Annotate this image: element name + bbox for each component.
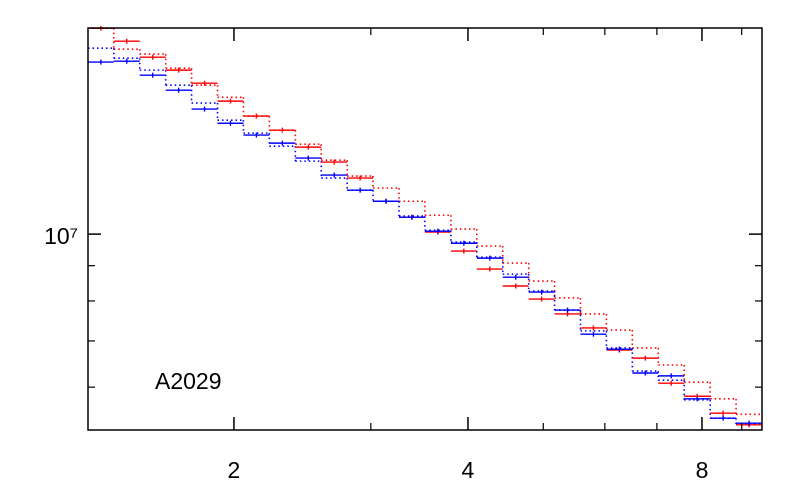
x-tick-label: 8 bbox=[696, 457, 709, 483]
plot-frame bbox=[87, 27, 763, 431]
x-tick-label: 2 bbox=[228, 457, 241, 483]
annotation: A2029 bbox=[155, 368, 222, 394]
x-tick-label: 4 bbox=[462, 457, 475, 483]
y-tick-label: 10⁷ bbox=[44, 223, 78, 249]
